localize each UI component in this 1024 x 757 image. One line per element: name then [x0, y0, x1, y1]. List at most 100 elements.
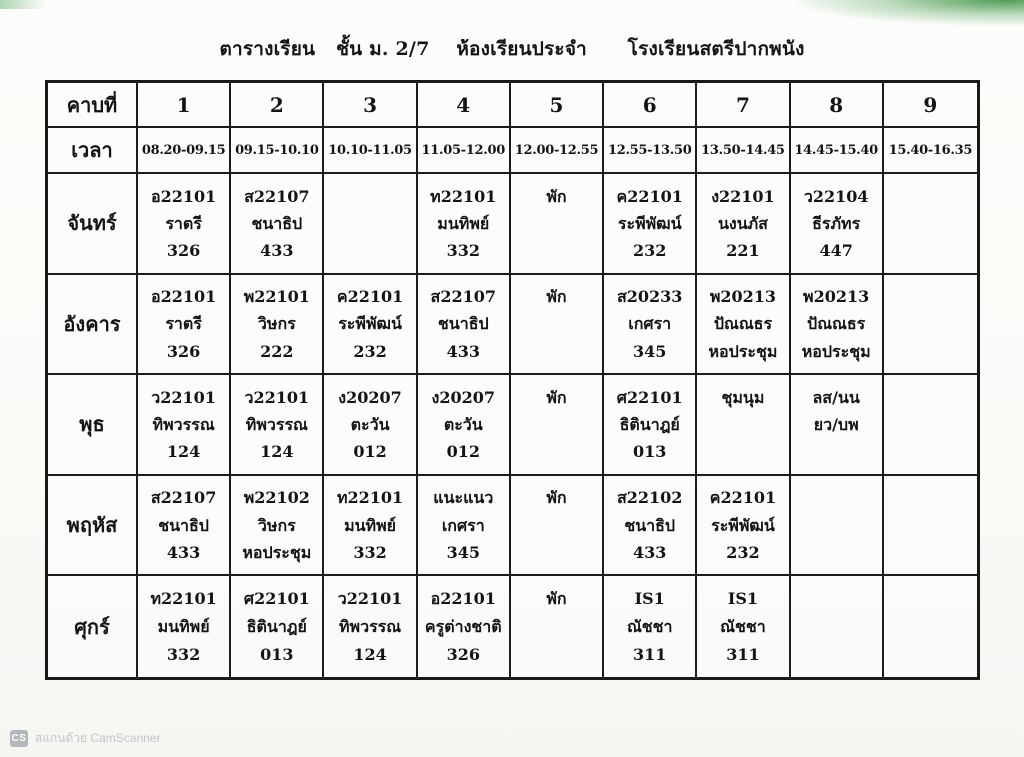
lesson-room: 326: [166, 341, 201, 361]
lesson-cell: พัก: [511, 576, 605, 677]
period-number: 4: [417, 83, 511, 128]
lesson-teacher: นงนภัส: [717, 213, 768, 233]
time-range: 12.00-12.55: [510, 128, 605, 174]
lesson-code: ว22101: [151, 387, 216, 407]
lesson-room: [793, 439, 880, 466]
lesson-teacher: ทิพวรรณ: [338, 617, 402, 637]
lesson-teacher: ปัณณธร: [713, 314, 773, 334]
lesson-cell: ง20207 ตะวัน 012: [417, 375, 511, 476]
lesson-cell: พ20213 ปัณณธร หอประชุม: [790, 274, 884, 376]
lesson-room: [513, 338, 600, 365]
lesson-code: พัก: [546, 589, 567, 609]
time-header-label: เวลา: [48, 128, 138, 174]
lesson-code: พ22101: [243, 287, 310, 307]
lesson-cell: ว22101 ทิพวรรณ 124: [324, 576, 418, 677]
lesson-room: 124: [353, 645, 387, 665]
lesson-code: พัก: [546, 387, 567, 407]
lesson-code: IS1: [634, 589, 665, 609]
page-title: ตารางเรียน ชั้น ม. 2/7 ห้องเรียนประจำ โร…: [0, 34, 1024, 64]
lesson-teacher: มนทิพย์: [437, 213, 490, 233]
day-label: จันทร์: [48, 174, 138, 275]
lesson-code: ง20207: [431, 387, 495, 407]
lesson-teacher: [886, 311, 975, 338]
day-label: ศุกร์: [48, 576, 138, 677]
lesson-room: 124: [166, 442, 201, 462]
lesson-teacher: มนทิพย์: [344, 515, 397, 535]
lesson-room: 012: [353, 442, 387, 462]
lesson-cell: ส22107 ชนาธิป 433: [417, 274, 511, 376]
lesson-teacher: ชนาธิป: [251, 213, 303, 233]
lesson-room: 013: [260, 645, 294, 665]
lesson-cell: ศ22101 ธิตินาฎย์ 013: [231, 576, 325, 677]
lesson-teacher: [793, 512, 880, 539]
lesson-room: [886, 237, 975, 264]
period-header-label: คาบที่: [48, 83, 138, 128]
lesson-teacher: ปัณณธร: [807, 314, 866, 334]
lesson-code: ส20233: [617, 287, 683, 307]
period-number: 6: [604, 83, 698, 128]
time-range: 10.10-11.05: [324, 128, 418, 174]
lesson-code: ส22107: [150, 488, 217, 508]
lesson-code: ท22101: [430, 186, 497, 206]
lesson-teacher: [886, 411, 975, 438]
lesson-teacher: ชนาธิป: [158, 515, 209, 535]
lesson-room: 222: [260, 341, 294, 361]
time-range: 09.15-10.10: [231, 128, 325, 174]
day-label: พุธ: [48, 375, 138, 476]
lesson-room: [793, 641, 880, 669]
lesson-code: ส22107: [244, 186, 310, 206]
day-label: อังคาร: [48, 274, 138, 376]
lesson-teacher: [513, 311, 600, 338]
day-label: พฤหัส: [48, 475, 138, 577]
lesson-code: ค22101: [616, 186, 683, 206]
lesson-cell: ท22101 มนทิพย์ 332: [417, 174, 511, 275]
time-range: 15.40-16.35: [883, 128, 977, 174]
lesson-code: [793, 585, 880, 613]
lesson-room: 221: [726, 241, 760, 260]
scan-background-green-top-left: [0, 0, 46, 9]
lesson-cell: ท22101 มนทิพย์ 332: [138, 576, 232, 677]
lesson-cell: [791, 576, 884, 677]
lesson-cell: อ22101 ราตรี 326: [138, 174, 232, 275]
lesson-code: [326, 183, 413, 210]
lesson-room: 311: [633, 645, 667, 665]
lesson-room: [793, 539, 880, 566]
lesson-room: 332: [446, 241, 480, 260]
lesson-room: [886, 641, 975, 669]
lesson-room: [513, 539, 600, 566]
lesson-teacher: [886, 613, 975, 641]
lesson-code: พัก: [546, 488, 567, 508]
lesson-teacher: ราตรี: [165, 314, 202, 334]
lesson-code: อ22101: [150, 186, 217, 206]
lesson-code: ศ22101: [243, 589, 310, 609]
lesson-teacher: [886, 512, 975, 539]
lesson-cell: ศ22101 ธิตินาฎย์ 013: [604, 375, 698, 476]
lesson-cell: ส22102 ชนาธิป 433: [604, 475, 698, 577]
lesson-code: [886, 585, 975, 613]
lesson-code: ง20207: [338, 387, 402, 407]
lesson-room: [326, 237, 413, 264]
title-school: โรงเรียนสตรีปากพนัง: [627, 38, 805, 60]
lesson-cell: พัก: [510, 475, 605, 577]
lesson-room: 013: [633, 442, 667, 462]
lesson-cell: [884, 576, 977, 677]
lesson-room: 345: [633, 341, 667, 361]
lesson-code: แนะแนว: [433, 488, 494, 508]
lesson-cell: ค22101 ระพีพัฒน์ 232: [324, 274, 418, 376]
lesson-code: ค22101: [709, 488, 777, 508]
lesson-teacher: ทิพวรรณ: [245, 414, 308, 434]
title-homeroom: ห้องเรียนประจำ: [456, 38, 587, 60]
lesson-room: [513, 237, 600, 264]
time-range: 13.50-14.45: [697, 128, 791, 174]
time-range: 14.45-15.40: [790, 128, 884, 174]
lesson-teacher: [513, 210, 600, 237]
period-number: 3: [324, 83, 418, 128]
lesson-room: 232: [633, 241, 667, 260]
lesson-cell: [883, 375, 977, 476]
lesson-room: 012: [446, 442, 480, 462]
lesson-teacher: ระพีพัฒน์: [711, 515, 775, 535]
lesson-teacher: ธิตินาฎย์: [619, 414, 680, 434]
lesson-teacher: [793, 613, 880, 641]
lesson-code: ชุมนุม: [721, 387, 765, 407]
